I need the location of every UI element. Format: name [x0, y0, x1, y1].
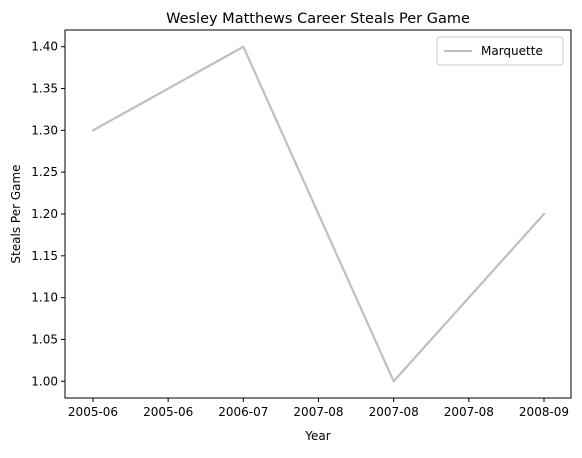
- y-tick-label: 1.25: [31, 165, 58, 179]
- x-tick-label: 2007-08: [444, 405, 494, 419]
- legend-label-marquette: Marquette: [481, 44, 543, 58]
- y-tick-label: 1.30: [31, 123, 58, 137]
- y-tick-label: 1.15: [31, 249, 58, 263]
- x-axis-label: Year: [304, 429, 330, 443]
- legend-box: [436, 36, 564, 66]
- y-tick-label: 1.10: [31, 291, 58, 305]
- legend: Marquette: [436, 36, 564, 66]
- y-axis-label: Steals Per Game: [9, 164, 23, 263]
- x-tick-label: 2007-08: [369, 405, 419, 419]
- chart-title: Wesley Matthews Career Steals Per Game: [166, 11, 470, 27]
- y-tick-label: 1.20: [31, 207, 58, 221]
- x-tick-label: 2005-06: [68, 405, 118, 419]
- y-axis: 1.00 1.05 1.10 1.15 1.20 1.25 1.30 1.35 1.40: [31, 40, 65, 388]
- y-tick-label: 1.35: [31, 82, 58, 96]
- y-tick-label: 1.05: [31, 332, 58, 346]
- y-tick-label: 1.40: [31, 40, 58, 54]
- series-line-marquette: [91, 45, 546, 383]
- x-tick-label: 2006-07: [218, 405, 268, 419]
- x-axis: 2005-06 2005-06 2006-07 2007-08 2007-08 2007-…: [68, 398, 569, 419]
- y-tick-label: 1.00: [31, 374, 58, 388]
- x-tick-label: 2008-09: [519, 405, 569, 419]
- x-tick-label: 2005-06: [143, 405, 193, 419]
- x-tick-label: 2007-08: [293, 405, 343, 419]
- series-layer: [91, 45, 546, 383]
